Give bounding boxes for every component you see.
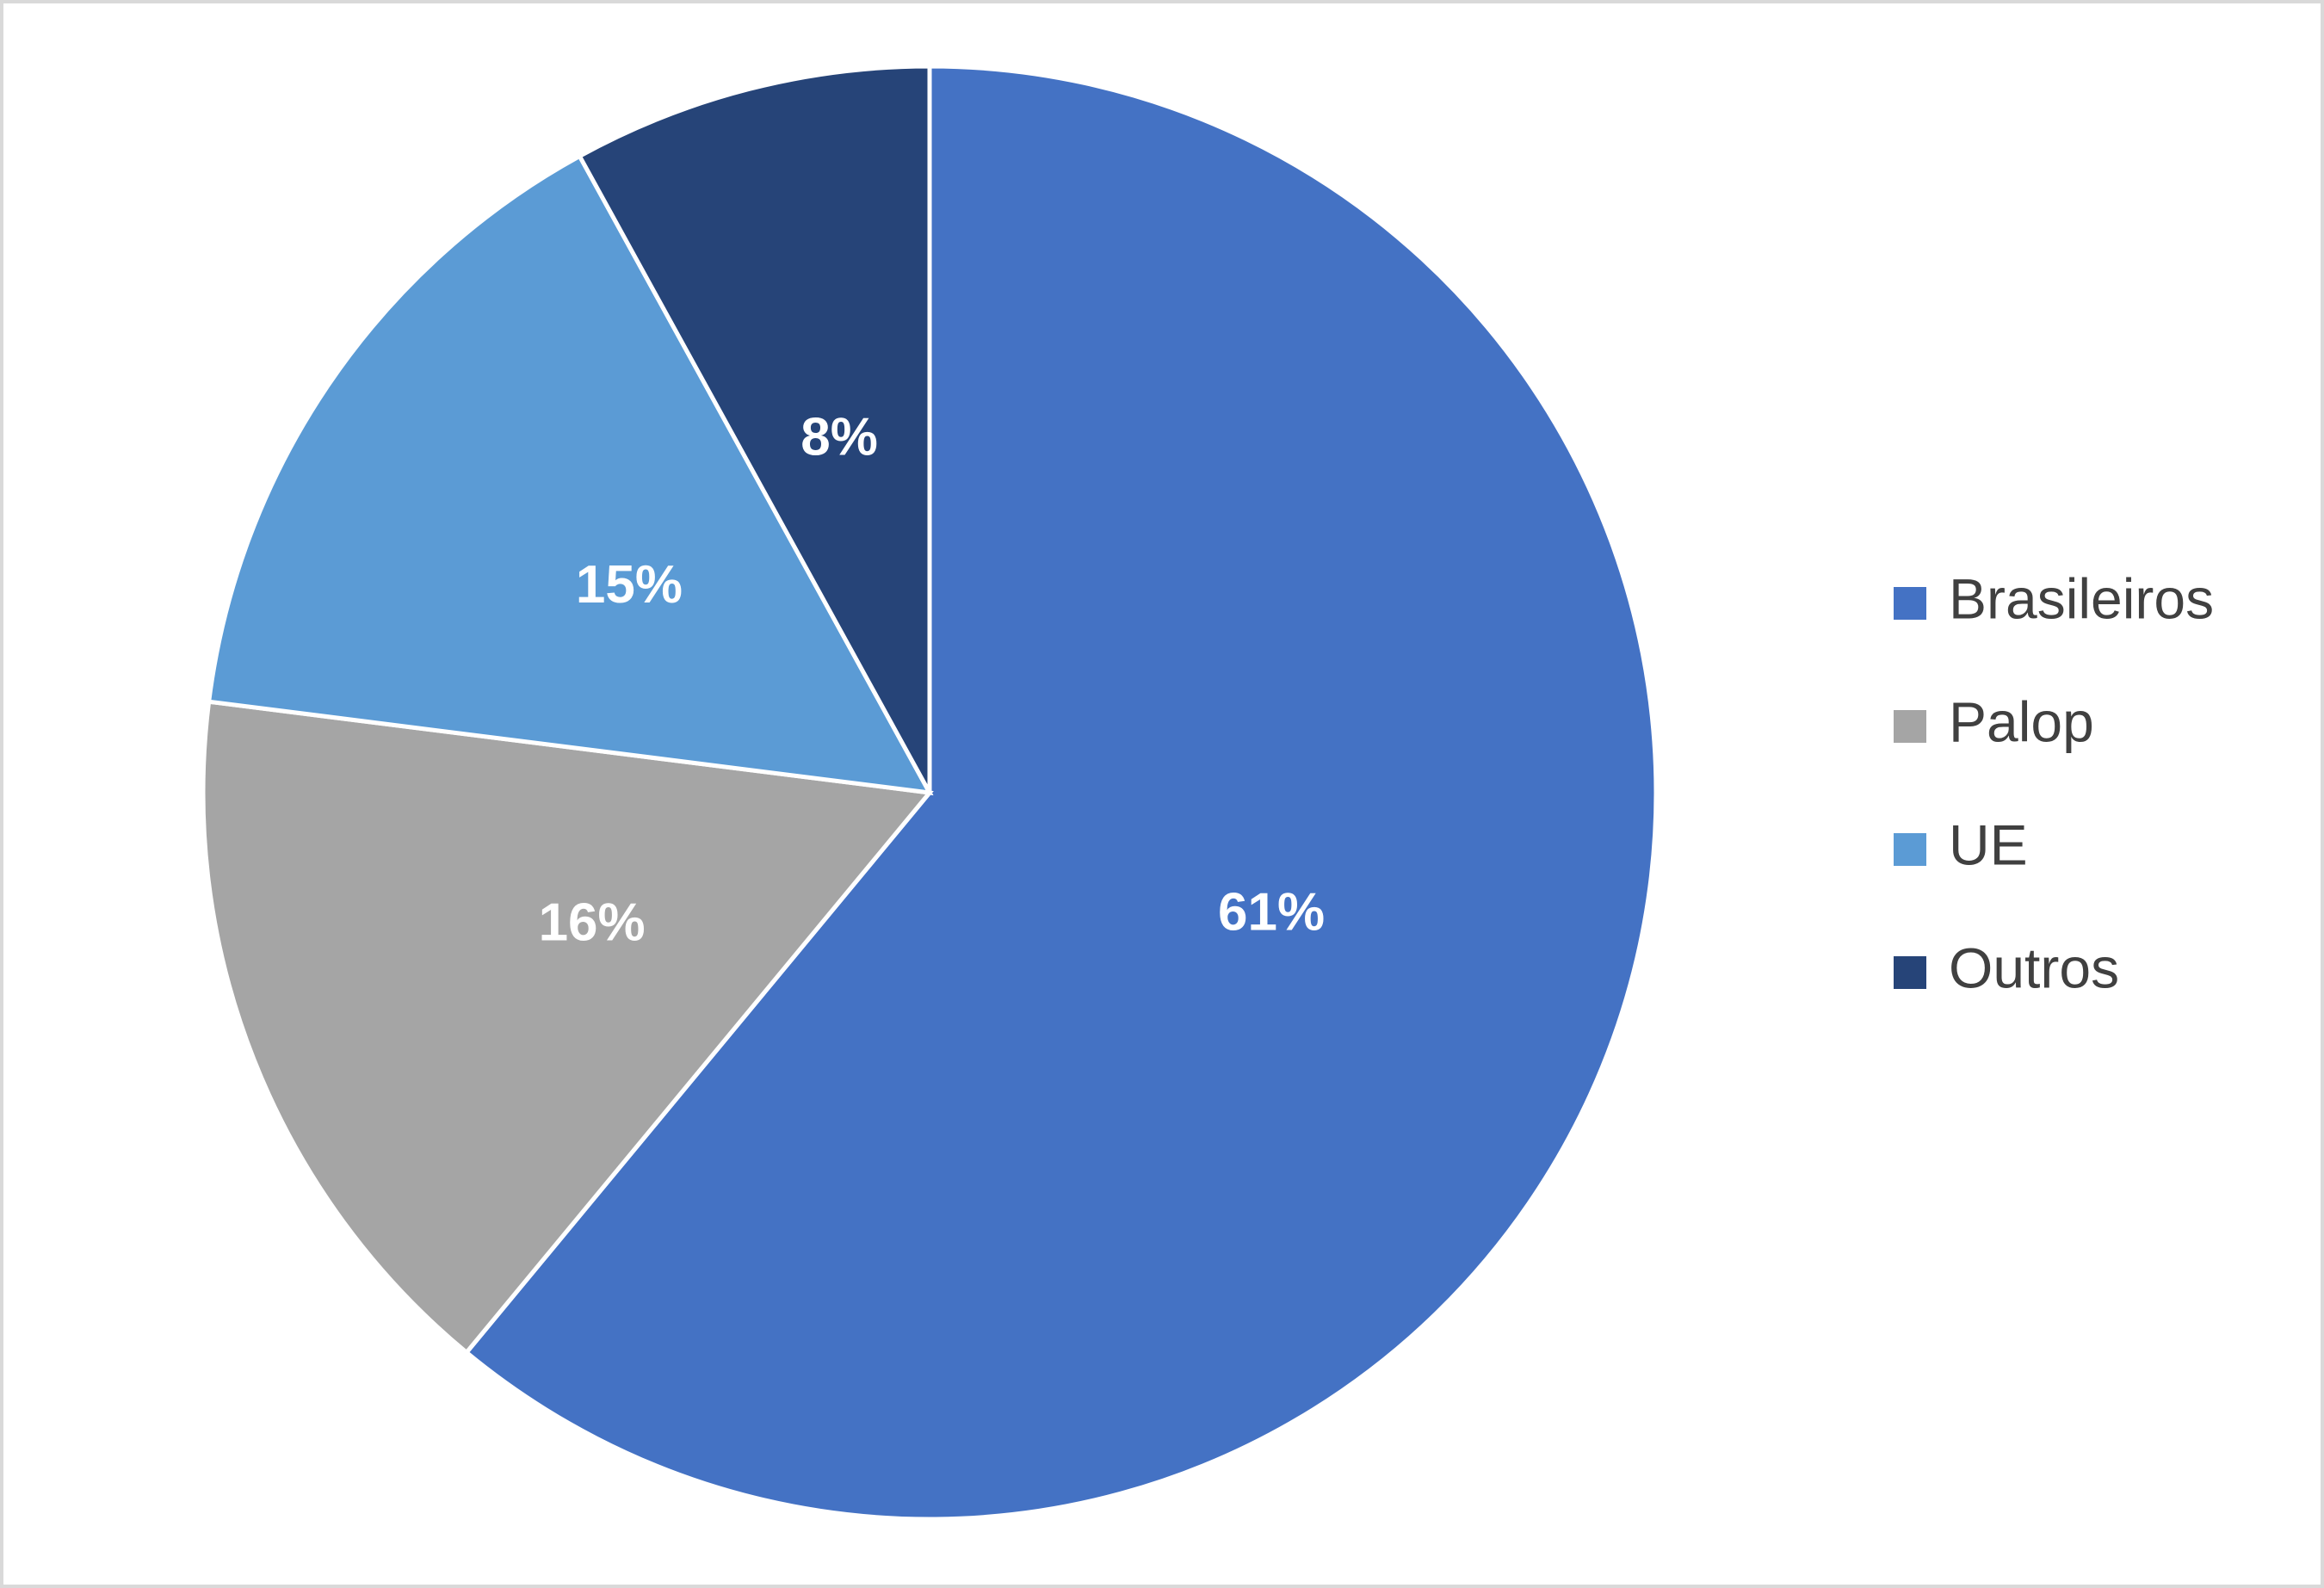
legend-label: UE — [1949, 813, 2028, 876]
pie-slice — [577, 64, 932, 794]
data-label: 15% — [576, 555, 683, 615]
legend-swatch — [1894, 710, 1926, 743]
legend-swatch — [1894, 956, 1926, 989]
pie-slice — [463, 64, 1659, 1522]
legend-swatch — [1894, 587, 1926, 620]
pie-slice — [201, 699, 934, 1356]
data-label: 61% — [1218, 882, 1325, 942]
data-label: 8% — [800, 408, 878, 467]
data-label: 16% — [539, 893, 646, 953]
legend-label: Brasileiros — [1949, 566, 2214, 630]
legend-label: Outros — [1949, 936, 2119, 999]
pie-slice — [206, 153, 934, 796]
legend-swatch — [1894, 833, 1926, 866]
legend-label: Palop — [1949, 689, 2094, 753]
